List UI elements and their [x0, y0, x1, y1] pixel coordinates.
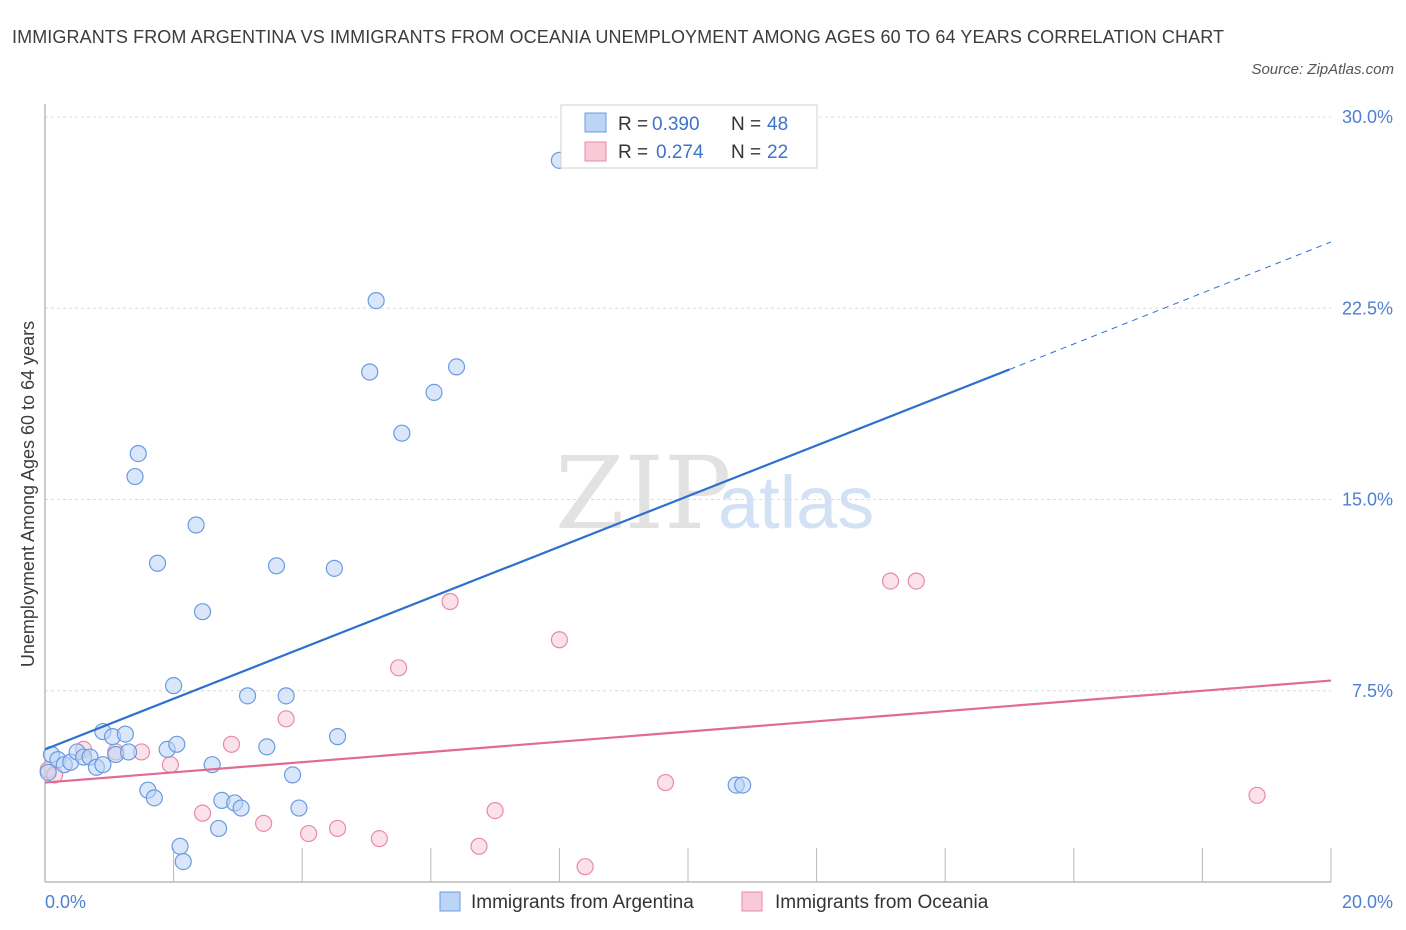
legend-n-value-argentina: 48: [767, 114, 788, 135]
legend-r-label-argentina: R =: [618, 114, 648, 135]
point-oceania: [193, 804, 212, 822]
point-oceania: [470, 837, 488, 855]
point-argentina: [290, 799, 308, 817]
point-oceania: [486, 801, 504, 820]
point-oceania: [907, 572, 925, 590]
bottom-legend-label-oceania: Immigrants from Oceania: [775, 892, 989, 913]
point-oceania: [1248, 786, 1266, 804]
chart-title: IMMIGRANTS FROM ARGENTINA VS IMMIGRANTS …: [12, 27, 1225, 47]
point-oceania: [390, 659, 408, 677]
bottom-legend-swatch-oceania: [741, 891, 763, 912]
point-argentina: [393, 424, 411, 442]
point-argentina: [210, 819, 228, 838]
point-argentina: [283, 766, 302, 784]
y-tick-label: 7.5%: [1352, 681, 1393, 701]
point-argentina: [116, 725, 134, 743]
point-argentina: [174, 852, 192, 871]
watermark-zip: ZIP: [555, 435, 731, 552]
point-argentina: [361, 363, 379, 381]
x-tick-label-max: 20.0%: [1342, 892, 1393, 912]
point-oceania: [370, 830, 388, 848]
point-argentina: [39, 763, 57, 781]
legend-swatch-argentina: [584, 112, 607, 133]
point-oceania: [656, 773, 675, 792]
series-legend: Immigrants from Argentina Immigrants fro…: [439, 891, 989, 913]
point-argentina: [328, 728, 347, 746]
point-oceania: [222, 735, 241, 753]
point-oceania: [441, 592, 459, 611]
point-argentina: [129, 445, 147, 463]
point-argentina: [232, 799, 250, 817]
y-tick-labels: 7.5% 15.0% 22.5% 30.0%: [1342, 107, 1393, 701]
legend-swatch-oceania: [584, 141, 607, 162]
point-argentina: [193, 603, 212, 621]
legend-r-label-oceania: R =: [618, 142, 648, 163]
stats-legend: R = 0.390 N = 48 R = 0.274 N = 22: [560, 104, 818, 169]
y-tick-label: 22.5%: [1342, 298, 1393, 318]
point-argentina: [425, 383, 443, 401]
point-argentina: [277, 687, 295, 705]
point-argentina: [267, 557, 286, 575]
point-oceania: [881, 572, 900, 590]
point-oceania: [255, 814, 273, 832]
point-argentina: [119, 743, 138, 761]
point-argentina: [447, 358, 466, 376]
legend-r-value-oceania: 0.274: [656, 142, 704, 163]
point-argentina: [238, 687, 257, 705]
series-argentina-points: [39, 151, 752, 871]
trend-line-argentina: [44, 368, 1010, 751]
y-axis-label: Unemployment Among Ages 60 to 64 years: [18, 321, 38, 667]
x-minor-ticks: [173, 848, 1332, 882]
point-argentina: [187, 516, 205, 534]
x-tick-label-min: 0.0%: [45, 892, 86, 912]
point-oceania: [277, 710, 295, 728]
point-oceania: [328, 819, 347, 838]
source-label: Source: ZipAtlas.com: [1251, 61, 1394, 78]
bottom-legend-swatch-argentina: [439, 891, 461, 912]
point-oceania: [300, 824, 318, 843]
legend-n-value-oceania: 22: [767, 142, 788, 163]
point-argentina: [258, 738, 276, 756]
legend-n-label-oceania: N =: [731, 142, 761, 163]
point-argentina: [325, 559, 343, 577]
point-argentina: [145, 789, 163, 807]
point-argentina: [148, 554, 167, 572]
watermark-atlas: atlas: [718, 461, 874, 544]
point-argentina: [126, 467, 144, 486]
point-argentina: [171, 837, 189, 855]
trend-line-argentina-extension: [1009, 241, 1332, 370]
point-oceania: [550, 631, 569, 649]
legend-n-label-argentina: N =: [731, 114, 761, 135]
point-oceania: [576, 858, 594, 876]
trend-line-oceania: [44, 679, 1332, 784]
trend-lines: [44, 241, 1332, 784]
y-tick-label: 15.0%: [1342, 490, 1393, 510]
legend-r-value-argentina: 0.390: [652, 114, 700, 135]
point-argentina: [734, 776, 752, 794]
gridlines: [45, 116, 1331, 692]
point-argentina: [94, 756, 112, 774]
bottom-legend-label-argentina: Immigrants from Argentina: [471, 892, 694, 913]
point-argentina: [168, 735, 186, 753]
y-tick-label: 30.0%: [1342, 107, 1393, 127]
point-argentina: [165, 677, 183, 695]
point-argentina: [367, 292, 385, 310]
point-oceania: [161, 756, 179, 774]
